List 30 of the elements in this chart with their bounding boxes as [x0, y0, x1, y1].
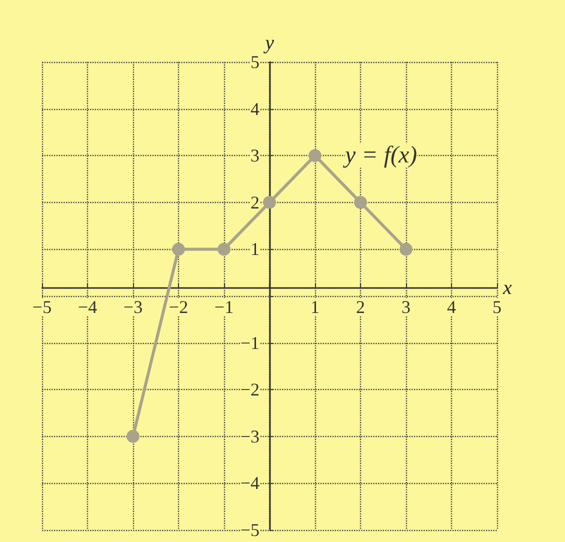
y-tick-label: 5: [250, 52, 260, 72]
x-tick-label: −5: [32, 297, 52, 317]
x-tick-label: 1: [310, 297, 320, 317]
y-tick-label: −4: [240, 473, 260, 494]
point: [354, 196, 367, 209]
annotation: y = f(x): [343, 142, 418, 169]
point: [218, 242, 230, 256]
y-tick-label: 3: [250, 146, 260, 166]
x-tick-label: −3: [123, 297, 143, 317]
point: [308, 149, 322, 162]
y-tick-label: −1: [240, 332, 260, 353]
x-tick-label: 5: [492, 297, 502, 317]
x-tick-label: −4: [78, 297, 98, 317]
y-tick-label: −2: [240, 380, 260, 400]
y-tick-label: 1: [250, 239, 260, 260]
y-axis-title: y: [263, 32, 274, 54]
y-tick-label: 4: [250, 98, 260, 119]
point: [263, 196, 276, 209]
y-tick-label: −5: [240, 520, 260, 540]
y-tick-label: 2: [250, 192, 260, 212]
x-tick-label: 2: [356, 297, 365, 317]
x-tick-label: −2: [168, 297, 188, 317]
x-tick-label: −1: [214, 297, 234, 317]
point: [172, 242, 185, 256]
x-tick-label: 4: [447, 297, 456, 317]
point: [126, 430, 140, 443]
point: [400, 242, 412, 256]
x-tick-label: 3: [402, 297, 410, 317]
x-axis-title: x: [502, 277, 512, 299]
y-tick-label: −3: [240, 426, 260, 446]
